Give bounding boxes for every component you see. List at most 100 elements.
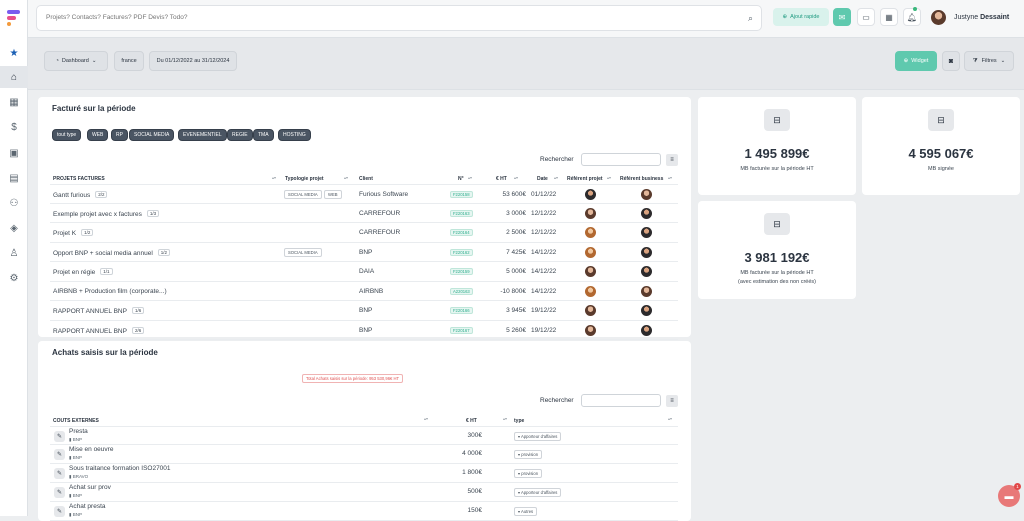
type-tag[interactable]: tout type <box>52 129 82 141</box>
table-row[interactable]: AIRBNB + Production film (corporate...) A… <box>50 282 678 301</box>
edit-icon[interactable]: ✎ <box>54 506 65 517</box>
dollar-icon[interactable]: $ <box>11 121 17 133</box>
col-typologie[interactable]: Typologie projet <box>285 176 324 182</box>
project-referent-avatar[interactable] <box>585 305 596 316</box>
book-icon[interactable]: ▤ <box>9 172 19 184</box>
users-icon[interactable]: ⚇ <box>9 197 19 209</box>
project-name[interactable]: AIRBNB + Production film (corporate...) <box>53 287 167 295</box>
project-referent-avatar[interactable] <box>585 266 596 277</box>
business-referent-avatar[interactable] <box>641 207 652 219</box>
messages-button[interactable]: ✉ <box>833 8 851 26</box>
purchases-search-input[interactable] <box>581 394 661 407</box>
quick-add-button[interactable]: ⊕ Ajout rapide <box>773 8 829 26</box>
sort-icon[interactable]: ▴▾ <box>468 175 473 180</box>
business-referent-avatar[interactable] <box>641 266 652 277</box>
business-referent-avatar[interactable] <box>641 189 652 200</box>
table-row[interactable]: ✎ Achat sur prov ▮ BNP 500€ ▾ Apporteur d'af… <box>50 483 678 502</box>
invoice-number[interactable]: F220164 <box>450 229 473 236</box>
col-ref-projet[interactable]: Référent projet <box>567 176 603 182</box>
star-icon[interactable]: ★ <box>9 47 19 59</box>
screenshot-button[interactable]: ◙ <box>942 51 960 71</box>
country-filter[interactable]: france <box>114 51 144 71</box>
edit-icon[interactable]: ✎ <box>54 468 65 479</box>
table-row[interactable]: RAPPORT ANNUEL BNP 1/6 BNP F220166 3 945€ 19/… <box>50 301 678 321</box>
search-icon[interactable]: ⌕ <box>747 13 753 23</box>
type-tag[interactable]: RP <box>111 129 128 141</box>
invoice-number[interactable]: F220163 <box>450 209 473 217</box>
project-name[interactable]: Projet K 1/2 <box>53 229 94 237</box>
sort-icon[interactable]: ▴▾ <box>424 416 429 421</box>
type-tag[interactable]: TMA <box>253 129 274 141</box>
table-row[interactable]: ✎ Mise en oeuvre ▮ BNP 4 000€ ▾ provision <box>50 445 678 464</box>
table-row[interactable]: Projet en régie 1/1 DAIA F220159 5 000€ 14/12… <box>50 262 678 282</box>
invoice-number[interactable]: F220166 <box>450 307 473 314</box>
table-row[interactable]: Gantt furious 2/2 SOCIAL MEDIA WEB Furious S… <box>50 184 678 204</box>
invoice-number[interactable]: F220158 <box>450 191 473 198</box>
settings-icon[interactable]: ⚙ <box>9 272 19 284</box>
sort-icon[interactable]: ▴▾ <box>668 175 673 180</box>
invoiced-search-input[interactable] <box>581 153 661 166</box>
col-client[interactable]: Client <box>359 176 373 182</box>
type-tag[interactable]: WEB <box>87 129 109 141</box>
col-num[interactable]: n° <box>458 176 464 182</box>
project-referent-avatar[interactable] <box>585 207 596 219</box>
edit-icon[interactable]: ✎ <box>54 449 65 460</box>
person-icon[interactable]: ♙ <box>9 247 19 259</box>
invoiced-menu-icon[interactable]: ≡ <box>666 154 678 166</box>
project-referent-avatar[interactable] <box>585 246 596 258</box>
business-referent-avatar[interactable] <box>641 246 652 258</box>
edit-icon[interactable]: ✎ <box>54 487 65 498</box>
project-referent-avatar[interactable] <box>585 189 596 200</box>
type-tag[interactable]: HOSTING <box>278 129 311 141</box>
type-tag[interactable]: SOCIAL MEDIA <box>129 129 175 141</box>
sort-icon[interactable]: ▴▾ <box>554 175 559 180</box>
col-projets[interactable]: PROJETS FACTURES <box>53 176 105 182</box>
notifications-button[interactable]: 🔔︎ <box>903 8 921 26</box>
table-row[interactable]: Exemple projet avec x factures 1/3 CARREFO… <box>50 204 678 223</box>
table-row[interactable]: Opport BNP + social media annuel 1/2 SOCIA… <box>50 243 678 262</box>
search-input[interactable] <box>46 14 726 21</box>
project-name[interactable]: Projet en régie 1/1 <box>53 268 113 276</box>
project-name[interactable]: RAPPORT ANNUEL BNP 2/6 <box>53 326 145 335</box>
support-chat-button[interactable]: ▬ <box>998 485 1020 507</box>
period-filter[interactable]: Du 01/12/2022 au 31/12/2024 <box>149 51 237 71</box>
type-tag[interactable]: REGIE <box>227 129 253 141</box>
home-icon[interactable]: ⌂ <box>0 66 28 88</box>
project-name[interactable]: RAPPORT ANNUEL BNP 1/6 <box>53 307 145 315</box>
table-row[interactable]: Projet K 1/2 CARREFOUR F220164 2 500€ 12/12/2… <box>50 223 678 243</box>
col-date[interactable]: Date <box>537 176 548 182</box>
folder-icon[interactable]: ▣ <box>9 147 19 159</box>
project-referent-avatar[interactable] <box>585 324 596 336</box>
col-ht[interactable]: € HT <box>496 176 507 182</box>
calendar-icon[interactable]: ▦ <box>9 96 19 108</box>
business-referent-avatar[interactable] <box>641 227 652 238</box>
project-referent-avatar[interactable] <box>585 285 596 297</box>
invoice-number[interactable]: F220167 <box>450 326 473 334</box>
col-purchase-type[interactable]: type <box>514 418 525 424</box>
project-name[interactable]: Opport BNP + social media annuel 1/2 <box>53 248 171 257</box>
invoice-number[interactable]: A220163 <box>450 287 473 295</box>
sort-icon[interactable]: ▴▾ <box>272 175 277 180</box>
sort-icon[interactable]: ▴▾ <box>668 416 673 421</box>
app-logo[interactable] <box>7 10 20 26</box>
dashboard-select[interactable]: ◔ Dashboard ⌄ <box>44 51 108 71</box>
widget-button[interactable]: ⊕ Widget <box>895 51 937 71</box>
inbox-button[interactable]: ▭ <box>857 8 875 26</box>
sort-icon[interactable]: ▴▾ <box>503 416 508 421</box>
type-tag[interactable]: EVENEMENTIEL <box>178 129 227 141</box>
filters-button[interactable]: ⧩ Filtres ⌄ <box>964 51 1014 71</box>
invoice-number[interactable]: F220159 <box>450 268 473 275</box>
col-couts-externes[interactable]: COUTS EXTERNES <box>53 418 99 424</box>
calendar-button[interactable]: ▦ <box>880 8 898 26</box>
table-row[interactable]: ✎ Presta ▮ BNP 300€ ▾ Apporteur d'affaires <box>50 426 678 445</box>
business-referent-avatar[interactable] <box>641 324 652 336</box>
project-name[interactable]: Gantt furious 2/2 <box>53 191 108 199</box>
sort-icon[interactable]: ▴▾ <box>607 175 612 180</box>
project-name[interactable]: Exemple projet avec x factures 1/3 <box>53 209 160 218</box>
table-row[interactable]: ✎ Sous traitance formation ISO27001 ▮ BRAV… <box>50 464 678 483</box>
purchases-menu-icon[interactable]: ≡ <box>666 395 678 407</box>
sort-icon[interactable]: ▴▾ <box>344 175 349 180</box>
user-menu[interactable]: Justyne Dessaint <box>931 10 1009 25</box>
layers-icon[interactable]: ◈ <box>10 222 18 234</box>
invoice-number[interactable]: F220162 <box>450 248 473 256</box>
